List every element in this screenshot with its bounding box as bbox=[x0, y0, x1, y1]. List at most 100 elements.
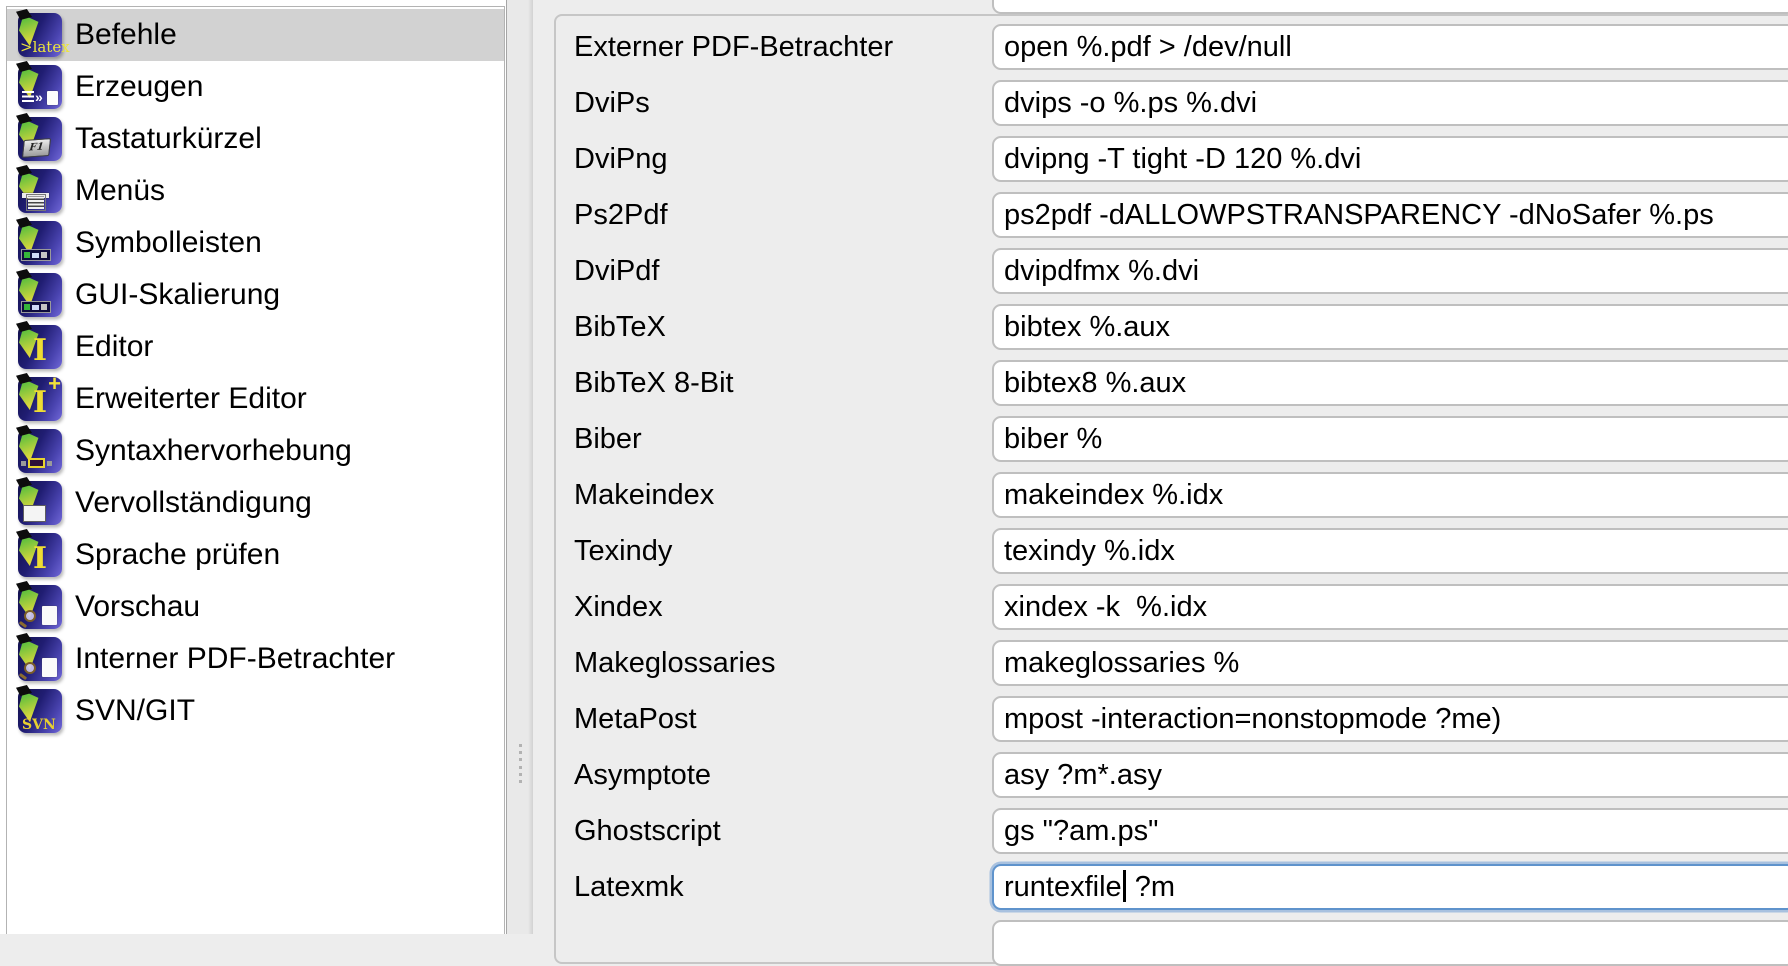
form-row-makeindex: Makeindex makeindex %.idx bbox=[554, 472, 1788, 518]
splitter-handle[interactable] bbox=[506, 0, 533, 934]
field-label: BibTeX bbox=[574, 311, 666, 343]
sidebar-item-tastaturk-rzel[interactable]: F1 Tastaturkürzel bbox=[7, 113, 504, 165]
dvips-command-input[interactable]: dvips -o %.ps %.dvi bbox=[992, 80, 1788, 126]
sidebar-item-label: Befehle bbox=[75, 18, 177, 51]
input-text: bibtex8 %.aux bbox=[1004, 367, 1187, 399]
form-row-dvips: DviPs dvips -o %.ps %.dvi bbox=[554, 80, 1788, 126]
input-text: makeindex %.idx bbox=[1004, 479, 1224, 511]
bibtex-8-bit-command-input[interactable]: bibtex8 %.aux bbox=[992, 360, 1788, 406]
splitter-grip-dot bbox=[519, 766, 522, 769]
splitter-grip-dot bbox=[519, 751, 522, 754]
sidebar-item-befehle[interactable]: >latex Befehle bbox=[7, 9, 504, 61]
sidebar-item-label: Tastaturkürzel bbox=[75, 122, 262, 155]
dvipng-command-input[interactable]: dvipng -T tight -D 120 %.dvi bbox=[992, 136, 1788, 182]
field-label: Makeindex bbox=[574, 479, 715, 511]
build-page-glyph bbox=[47, 91, 58, 105]
form-row-texindy: Texindy texindy %.idx bbox=[554, 528, 1788, 574]
sidebar-item-interner-pdf-betrachter[interactable]: Interner PDF-Betrachter bbox=[7, 633, 504, 685]
input-text: bibtex %.aux bbox=[1004, 311, 1171, 343]
field-label: Makeglossaries bbox=[574, 647, 776, 679]
build-arrow-glyph: » bbox=[35, 89, 43, 105]
sidebar-item-vorschau[interactable]: Vorschau bbox=[7, 581, 504, 633]
text-caret bbox=[1122, 870, 1126, 902]
menulist-glyph bbox=[26, 194, 46, 211]
field-label: Asymptote bbox=[574, 759, 711, 791]
sidebar-item-label: SVN/GIT bbox=[75, 694, 196, 727]
sidebar-item-syntaxhervorhebung[interactable]: Syntaxhervorhebung bbox=[7, 425, 504, 477]
form-row-ghostscript: Ghostscript gs "?am.ps" bbox=[554, 808, 1788, 854]
ibeam-cursor-glyph: I bbox=[32, 541, 48, 576]
sidebar-item-erzeugen[interactable]: » Erzeugen bbox=[7, 61, 504, 113]
form-row-latexmk: Latexmk runtexfile ?m bbox=[554, 864, 1788, 910]
texindy-command-input[interactable]: texindy %.idx bbox=[992, 528, 1788, 574]
sidebar-item-sprache-pr-fen[interactable]: I Sprache prüfen bbox=[7, 529, 504, 581]
magnifier-handle-glyph bbox=[18, 620, 28, 629]
sidebar-item-vervollst-ndigung[interactable]: Vervollständigung bbox=[7, 477, 504, 529]
sidebar-item-editor[interactable]: I Editor bbox=[7, 321, 504, 373]
field-label: Texindy bbox=[574, 535, 673, 567]
metapost-command-input[interactable]: mpost -interaction=nonstopmode ?me) bbox=[992, 696, 1788, 742]
sidebar-item-erweiterter-editor[interactable]: I + Erweiterter Editor bbox=[7, 373, 504, 425]
field-label: BibTeX 8-Bit bbox=[574, 367, 734, 399]
toolbar-icon bbox=[18, 221, 62, 265]
sidebar-item-symbolleisten[interactable]: Symbolleisten bbox=[7, 217, 504, 269]
syntax-highlight-icon bbox=[18, 429, 62, 473]
input-text: dvips -o %.ps %.dvi bbox=[1004, 87, 1258, 119]
latex-command-icon: >latex bbox=[18, 13, 70, 57]
toolbar-glyph bbox=[21, 301, 51, 313]
dvipdf-command-input[interactable]: dvipdfmx %.dvi bbox=[992, 248, 1788, 294]
magnifier-glyph bbox=[24, 662, 36, 674]
page-glyph bbox=[42, 606, 57, 625]
editor-cursor-icon: I bbox=[18, 325, 62, 369]
svn-text-badge: SVN bbox=[22, 717, 56, 733]
partial-input-bottom[interactable] bbox=[992, 920, 1788, 966]
makeglossaries-command-input[interactable]: makeglossaries % bbox=[992, 640, 1788, 686]
form-row-bibtex-8-bit: BibTeX 8-Bit bibtex8 %.aux bbox=[554, 360, 1788, 406]
input-text: biber % bbox=[1004, 423, 1103, 455]
sidebar-item-label: Interner PDF-Betrachter bbox=[75, 642, 396, 675]
form-row-biber: Biber biber % bbox=[554, 416, 1788, 462]
input-text: dvipng -T tight -D 120 %.dvi bbox=[1004, 143, 1362, 175]
xindex-command-input[interactable]: xindex -k %.idx bbox=[992, 584, 1788, 630]
splitter-grip-dot bbox=[519, 773, 522, 776]
field-label: Externer PDF-Betrachter bbox=[574, 31, 894, 63]
form-row-metapost: MetaPost mpost -interaction=nonstopmode ?… bbox=[554, 696, 1788, 742]
input-text: ps2pdf -dALLOWPSTRANSPARENCY -dNoSafer %… bbox=[1004, 199, 1714, 231]
f1-key-glyph: F1 bbox=[21, 138, 52, 158]
asymptote-command-input[interactable]: asy ?m*.asy bbox=[992, 752, 1788, 798]
latexmk-command-input[interactable]: runtexfile ?m bbox=[992, 864, 1788, 910]
biber-command-input[interactable]: biber % bbox=[992, 416, 1788, 462]
pdf-viewer-icon bbox=[18, 637, 62, 681]
settings-sidebar: >latex Befehle » Erzeugen F1 Tastaturkürzel Me… bbox=[6, 6, 505, 934]
field-label: DviPdf bbox=[574, 255, 660, 287]
form-row-xindex: Xindex xindex -k %.idx bbox=[554, 584, 1788, 630]
bibtex-command-input[interactable]: bibtex %.aux bbox=[992, 304, 1788, 350]
partial-input-top[interactable] bbox=[992, 0, 1788, 14]
ps2pdf-command-input[interactable]: ps2pdf -dALLOWPSTRANSPARENCY -dNoSafer %… bbox=[992, 192, 1788, 238]
sidebar-item-gui-skalierung[interactable]: GUI-Skalierung bbox=[7, 269, 504, 321]
ibeam-cursor-glyph: I bbox=[32, 385, 48, 420]
form-row-externer-pdf-betrachter: Externer PDF-Betrachter open %.pdf > /dev… bbox=[554, 24, 1788, 70]
splitter-grip-dot bbox=[519, 780, 522, 783]
form-row-makeglossaries: Makeglossaries makeglossaries % bbox=[554, 640, 1788, 686]
input-text-before-caret: runtexfile bbox=[1004, 871, 1122, 903]
sidebar-item-label: Vorschau bbox=[75, 590, 201, 623]
ibeam-cursor-glyph: I bbox=[32, 333, 48, 368]
sidebar-item-svn-git[interactable]: SVN SVN/GIT bbox=[7, 685, 504, 737]
spellcheck-cursor-icon: I bbox=[18, 533, 62, 577]
editor-cursor-plus-icon: I + bbox=[18, 373, 62, 421]
form-row-ps2pdf: Ps2Pdf ps2pdf -dALLOWPSTRANSPARENCY -dNoS… bbox=[554, 192, 1788, 238]
field-label: MetaPost bbox=[574, 703, 697, 735]
field-label: Xindex bbox=[574, 591, 663, 623]
sidebar-item-men-s[interactable]: Menüs bbox=[7, 165, 504, 217]
sidebar-item-label: Erweiterter Editor bbox=[75, 382, 307, 415]
form-row-bibtex: BibTeX bibtex %.aux bbox=[554, 304, 1788, 350]
sidebar-item-label: Menüs bbox=[75, 174, 166, 207]
completion-icon bbox=[18, 481, 62, 525]
sidebar-item-label: Vervollständigung bbox=[75, 486, 312, 519]
ghostscript-command-input[interactable]: gs "?am.ps" bbox=[992, 808, 1788, 854]
externer-pdf-betrachter-command-input[interactable]: open %.pdf > /dev/null bbox=[992, 24, 1788, 70]
menus-icon bbox=[18, 169, 62, 213]
makeindex-command-input[interactable]: makeindex %.idx bbox=[992, 472, 1788, 518]
field-label: Latexmk bbox=[574, 871, 684, 903]
